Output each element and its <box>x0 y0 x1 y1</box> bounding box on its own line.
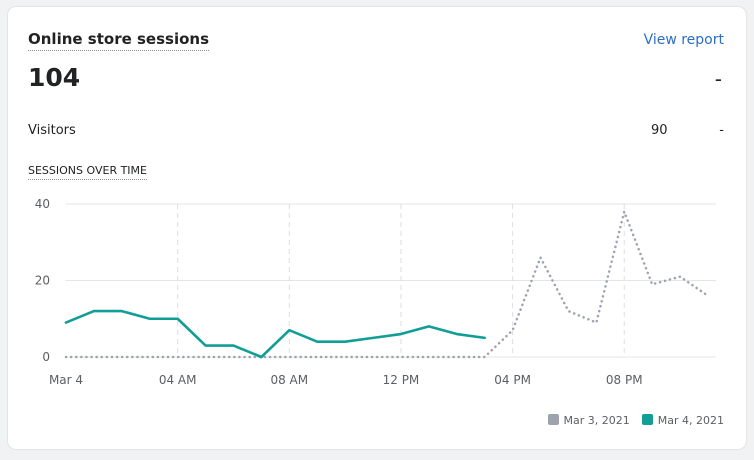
x-tick-label: Mar 4 <box>49 373 83 387</box>
x-tick-label: 04 AM <box>159 373 197 387</box>
legend-item[interactable]: Mar 3, 2021 <box>547 414 630 427</box>
x-tick-label: 04 PM <box>494 373 531 387</box>
chart-title: SESSIONS OVER TIME <box>28 164 147 180</box>
total-change: - <box>714 67 722 91</box>
visitors-change: - <box>719 123 724 138</box>
visitors-label: Visitors <box>28 123 76 138</box>
y-tick-label: 40 <box>35 197 50 211</box>
legend-item[interactable]: Mar 4, 2021 <box>641 414 724 427</box>
y-tick-label: 20 <box>35 274 50 288</box>
chart: 0 20 40 Mar 4 04 AM 08 AM 12 PM 04 PM 08 PM <box>35 197 716 387</box>
y-tick-label: 0 <box>42 350 50 364</box>
x-tick-label: 12 PM <box>383 373 420 387</box>
legend-swatch <box>547 414 559 425</box>
series-line <box>64 309 486 359</box>
x-tick-label: 08 AM <box>270 373 308 387</box>
card: Online store sessions View report 104 - … <box>8 7 746 449</box>
card-title: Online store sessions <box>28 30 209 51</box>
x-tick-label: 08 PM <box>606 373 643 387</box>
view-report-link[interactable]: View report <box>643 32 724 48</box>
legend: Mar 3, 2021 Mar 4, 2021 <box>547 414 724 427</box>
total-sessions: 104 <box>28 63 81 92</box>
legend-label: Mar 3, 2021 <box>563 414 630 427</box>
series-line <box>64 210 710 359</box>
legend-label: Mar 4, 2021 <box>657 414 724 427</box>
legend-swatch <box>641 414 653 425</box>
visitors-value: 90 <box>651 123 668 138</box>
